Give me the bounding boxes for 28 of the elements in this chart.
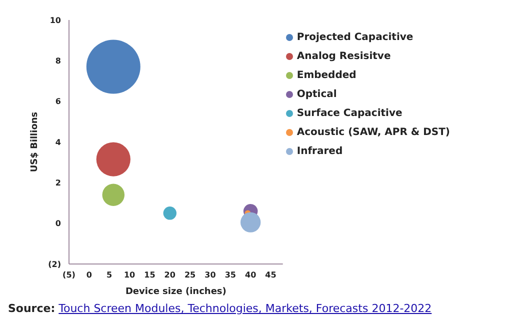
x-tick-label: (5)	[62, 270, 76, 280]
x-tick-label: 0	[86, 270, 92, 280]
y-tick-label: 8	[55, 56, 62, 66]
x-tick-label: 35	[224, 270, 236, 280]
x-tick-label: 45	[265, 270, 277, 280]
y-tick-label: (2)	[48, 260, 61, 269]
legend-label: Infrared	[296, 146, 343, 157]
y-tick-label: 6	[55, 97, 62, 106]
y-tick-label: 2	[55, 178, 61, 188]
legend-label: Analog Resisitve	[296, 51, 391, 62]
y-axis-title: US$ Billions	[30, 112, 40, 172]
legend-label: Acoustic (SAW, APR & DST)	[296, 127, 450, 138]
x-tick-label: 5	[106, 270, 113, 280]
x-tick-label: 10	[124, 270, 136, 280]
x-tick-label: 20	[164, 270, 176, 280]
legend-label: Optical	[296, 89, 337, 100]
x-tick-label: 25	[184, 270, 196, 280]
x-tick-label: 30	[204, 270, 216, 280]
legend-label: Surface Capacitive	[296, 108, 402, 119]
y-tick-label: 0	[55, 219, 62, 228]
x-tick-label: 40	[245, 270, 257, 280]
x-tick-label: 15	[144, 270, 156, 280]
x-axis-title: Device size (inches)	[125, 287, 226, 297]
source-note: Source: Touch Screen Modules, Technologies, Markets, Forecasts 2012-2022	[8, 302, 432, 315]
legend-label: Embedded	[296, 70, 356, 81]
y-tick-label: 10	[50, 16, 62, 25]
y-tick-label: 4	[55, 138, 62, 147]
legend-label: Projected Capacitive	[296, 32, 414, 43]
